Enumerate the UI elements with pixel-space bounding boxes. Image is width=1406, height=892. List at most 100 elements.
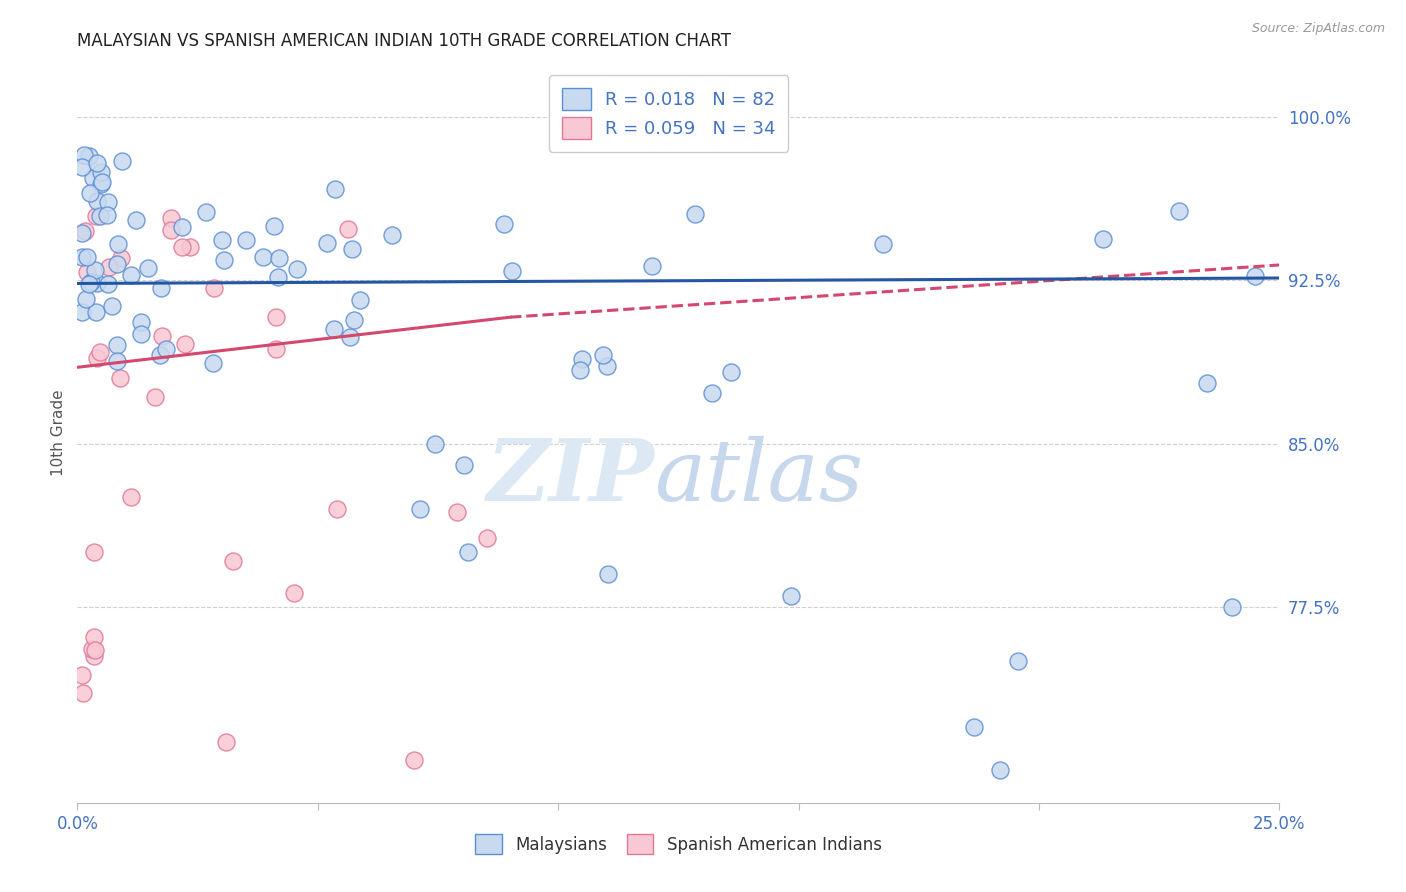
Point [194, 205, 217, 219]
Point [179, 240, 201, 254]
Point [596, 359, 619, 373]
Point [77, 148, 100, 162]
Point [82, 641, 104, 656]
Point [202, 281, 225, 295]
Point [1168, 204, 1191, 219]
Point [170, 219, 193, 234]
Point [779, 589, 801, 603]
Point [409, 501, 432, 516]
Point [337, 222, 360, 236]
Point [683, 207, 706, 221]
Point [83, 642, 105, 657]
Point [107, 237, 129, 252]
Point [423, 436, 446, 450]
Point [84, 210, 107, 224]
Point [77, 277, 100, 291]
Point [75, 292, 97, 306]
Point [596, 567, 619, 582]
Point [221, 554, 243, 568]
Point [404, 753, 426, 767]
Point [155, 342, 177, 356]
Point [571, 352, 593, 367]
Point [1007, 654, 1029, 668]
Y-axis label: 10th Grade: 10th Grade [51, 389, 66, 476]
Point [269, 252, 291, 266]
Point [872, 237, 894, 252]
Point [105, 256, 128, 270]
Text: atlas: atlas [654, 435, 863, 518]
Point [73, 147, 96, 161]
Point [214, 253, 236, 268]
Point [1197, 376, 1219, 390]
Point [475, 531, 498, 545]
Point [700, 385, 723, 400]
Point [76, 265, 98, 279]
Point [97, 195, 120, 210]
Point [76, 251, 98, 265]
Point [79, 186, 101, 201]
Point [1091, 232, 1114, 246]
Point [96, 208, 118, 222]
Point [453, 458, 475, 473]
Point [150, 281, 173, 295]
Point [569, 363, 592, 377]
Point [149, 348, 172, 362]
Point [446, 505, 468, 519]
Point [82, 170, 104, 185]
Point [70, 304, 93, 318]
Point [70, 160, 93, 174]
Point [349, 293, 371, 307]
Point [145, 390, 167, 404]
Point [501, 264, 523, 278]
Point [592, 347, 614, 361]
Point [266, 342, 288, 356]
Point [86, 277, 108, 291]
Point [172, 240, 194, 254]
Point [90, 177, 112, 191]
Point [264, 310, 287, 324]
Point [120, 268, 142, 282]
Point [326, 502, 349, 516]
Point [83, 630, 105, 644]
Point [90, 165, 112, 179]
Point [988, 763, 1011, 777]
Point [316, 235, 339, 250]
Point [89, 209, 111, 223]
Point [283, 585, 305, 599]
Point [73, 224, 96, 238]
Point [235, 233, 257, 247]
Point [110, 371, 132, 385]
Point [150, 328, 173, 343]
Point [84, 262, 107, 277]
Point [105, 354, 128, 368]
Point [323, 182, 346, 196]
Point [98, 260, 121, 274]
Point [174, 336, 197, 351]
Point [86, 194, 108, 208]
Point [160, 223, 183, 237]
Point [100, 299, 122, 313]
Point [962, 720, 984, 734]
Point [136, 260, 159, 275]
Point [80, 275, 103, 289]
Point [129, 327, 152, 342]
Point [339, 329, 361, 343]
Point [267, 270, 290, 285]
Point [105, 337, 128, 351]
Legend: Malaysians, Spanish American Indians: Malaysians, Spanish American Indians [468, 828, 889, 861]
Point [492, 217, 515, 231]
Point [83, 649, 105, 664]
Point [285, 262, 308, 277]
Point [211, 233, 233, 247]
Point [86, 155, 108, 169]
Point [90, 175, 112, 189]
Point [340, 242, 363, 256]
Point [201, 356, 224, 370]
Point [110, 252, 132, 266]
Point [86, 351, 108, 366]
Point [72, 686, 94, 700]
Point [84, 305, 107, 319]
Point [70, 668, 93, 682]
Point [160, 211, 183, 225]
Point [457, 545, 479, 559]
